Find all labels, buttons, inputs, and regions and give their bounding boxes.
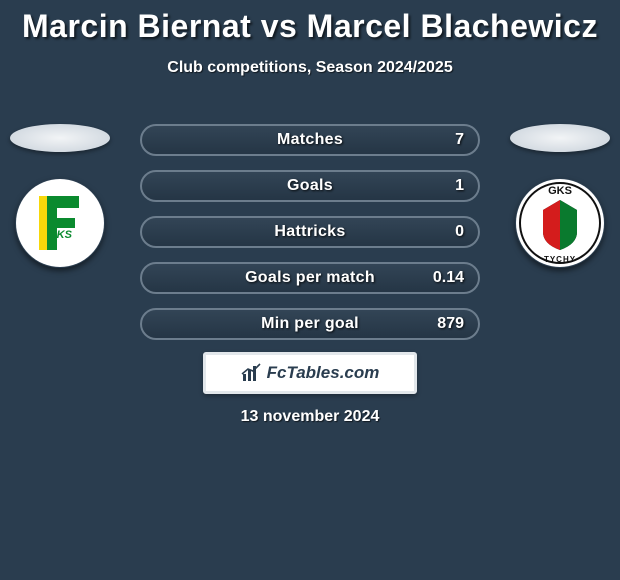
stat-label: Hattricks [274, 223, 345, 241]
stat-label: Min per goal [261, 315, 359, 333]
player-left-club-badge: GKS [15, 178, 105, 268]
player-right-slot: GKS TYCHY [510, 124, 610, 268]
player-right-avatar [510, 124, 610, 152]
stat-row-hattricks: Hattricks 0 [140, 216, 480, 248]
watermark-text: FcTables.com [267, 363, 380, 383]
svg-text:GKS: GKS [48, 229, 73, 241]
stat-right-value: 879 [437, 315, 464, 333]
stat-right-value: 0 [455, 223, 464, 241]
subtitle: Club competitions, Season 2024/2025 [0, 59, 620, 77]
stat-right-value: 1 [455, 177, 464, 195]
stat-row-goals-per-match: Goals per match 0.14 [140, 262, 480, 294]
club-badge-left-icon: GKS [15, 178, 105, 268]
stat-row-min-per-goal: Min per goal 879 [140, 308, 480, 340]
date-label: 13 november 2024 [0, 408, 620, 426]
bar-chart-icon [241, 363, 263, 383]
club-badge-right-icon: GKS TYCHY [515, 178, 605, 268]
stat-row-goals: Goals 1 [140, 170, 480, 202]
stat-label: Matches [277, 131, 343, 149]
stat-right-value: 7 [455, 131, 464, 149]
stat-label: Goals per match [245, 269, 375, 287]
watermark: FcTables.com [203, 352, 417, 394]
stat-label: Goals [287, 177, 333, 195]
stat-right-value: 0.14 [433, 269, 464, 287]
comparison-card: Marcin Biernat vs Marcel Blachewicz Club… [0, 0, 620, 580]
svg-text:TYCHY: TYCHY [544, 255, 576, 264]
player-left-avatar [10, 124, 110, 152]
svg-text:GKS: GKS [548, 185, 572, 197]
player-left-slot: GKS [10, 124, 110, 268]
stats-list: Matches 7 Goals 1 Hattricks 0 Goals per … [140, 124, 480, 340]
player-right-club-badge: GKS TYCHY [515, 178, 605, 268]
stat-row-matches: Matches 7 [140, 124, 480, 156]
page-title: Marcin Biernat vs Marcel Blachewicz [0, 0, 620, 45]
